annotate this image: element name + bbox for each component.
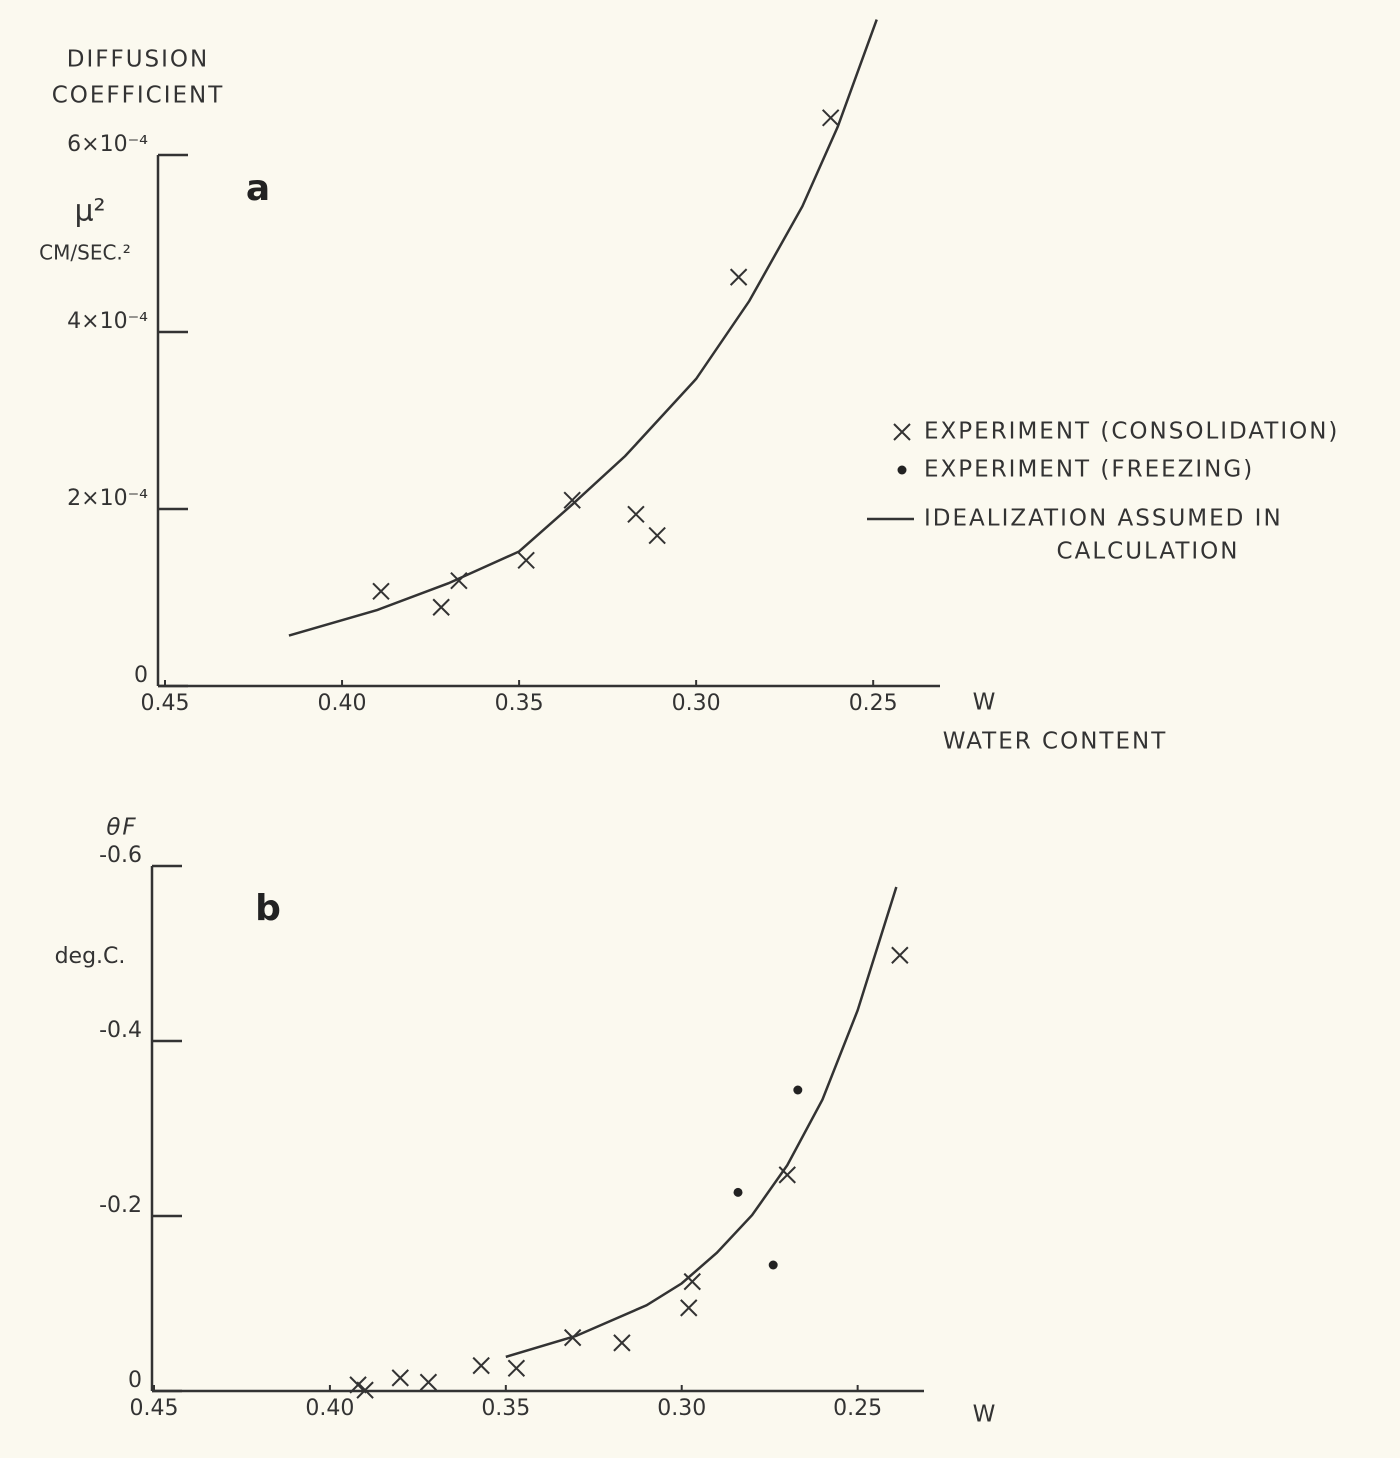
fit-curve <box>505 886 898 1359</box>
cross-point <box>680 1299 698 1317</box>
dot-point <box>733 1187 743 1197</box>
y-units: CM/SEC.² <box>39 241 131 265</box>
cross-point <box>472 1356 490 1375</box>
x-tick-label: 0.30 <box>672 691 721 716</box>
y-units: μ² <box>74 194 105 229</box>
x-axis-label: W <box>973 690 998 716</box>
legend-label: CALCULATION <box>1057 539 1240 565</box>
y-axis-label: θF <box>106 815 137 841</box>
cross-point <box>432 598 450 616</box>
fit-curve <box>288 19 878 637</box>
x-axis-title: WATER CONTENT <box>943 729 1168 755</box>
legend-label: EXPERIMENT (CONSOLIDATION) <box>924 419 1339 445</box>
x-tick-label: 0.35 <box>481 1396 530 1421</box>
x-tick-label: 0.35 <box>495 691 544 716</box>
cross-point <box>517 551 535 570</box>
y-tick-label: 0 <box>128 1368 142 1393</box>
x-tick-label: 0.45 <box>141 691 190 716</box>
x-tick-label: 0.45 <box>130 1396 179 1421</box>
cross-point <box>349 1376 367 1394</box>
y-units: deg.C. <box>55 944 126 969</box>
y-axis-label: COEFFICIENT <box>52 83 225 109</box>
y-tick-label: 0 <box>134 663 148 688</box>
cross-point <box>391 1369 409 1387</box>
x-axis-label: W <box>973 1402 998 1428</box>
cross-point <box>683 1272 701 1291</box>
cross-point <box>507 1359 526 1377</box>
dot-point <box>793 1085 803 1095</box>
cross-point <box>563 491 581 509</box>
y-tick-label: 4×10⁻⁴ <box>67 309 148 334</box>
legend-cross <box>893 423 911 441</box>
cross-point <box>891 946 909 964</box>
x-tick-label: 0.30 <box>657 1396 706 1421</box>
legend-label: EXPERIMENT (FREEZING) <box>924 457 1254 483</box>
cross-point <box>627 505 645 524</box>
y-tick-label: 2×10⁻⁴ <box>67 486 148 511</box>
y-axis-label: DIFFUSION <box>67 47 209 73</box>
cross-point <box>648 526 666 545</box>
cross-point <box>729 268 748 286</box>
y-tick-label: -0.6 <box>99 843 142 868</box>
panel-label: a <box>246 168 270 209</box>
cross-point <box>356 1381 374 1399</box>
cross-point <box>613 1334 631 1352</box>
y-tick-label: 6×10⁻⁴ <box>67 132 148 157</box>
dot-point <box>768 1260 778 1270</box>
cross-point <box>419 1373 438 1391</box>
cross-point <box>778 1166 796 1184</box>
x-tick-label: 0.25 <box>849 691 898 716</box>
x-tick-label: 0.25 <box>833 1396 882 1421</box>
panel-label: b <box>255 888 281 929</box>
legend-dot <box>897 465 907 475</box>
cross-point <box>372 582 390 601</box>
legend-label: IDEALIZATION ASSUMED IN <box>924 506 1283 532</box>
cross-point <box>821 109 840 127</box>
x-tick-label: 0.40 <box>305 1396 354 1421</box>
y-tick-label: -0.2 <box>99 1193 142 1218</box>
y-tick-label: -0.4 <box>99 1018 142 1043</box>
x-tick-label: 0.40 <box>318 691 367 716</box>
